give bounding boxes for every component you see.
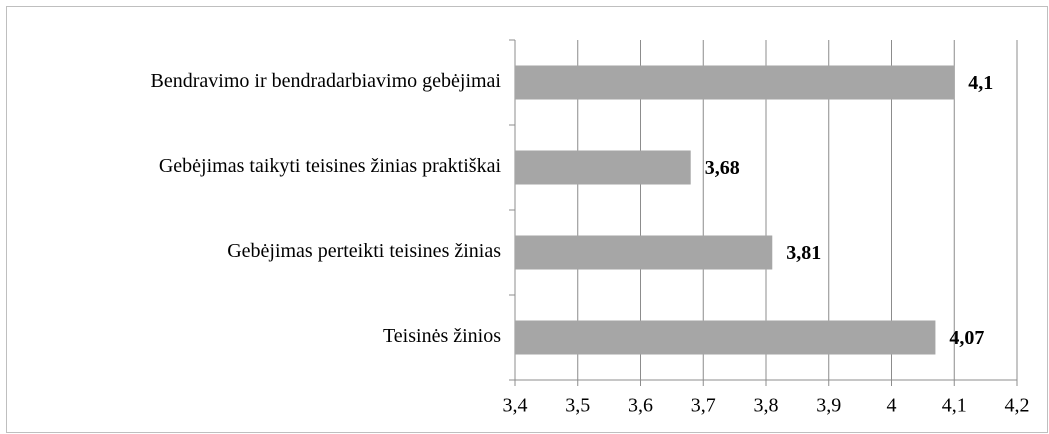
y-tick-label: Gebėjimas taikyti teisines žinias prakti… xyxy=(159,155,502,177)
y-tick-label: Teisinės žinios xyxy=(383,325,501,347)
x-tick-label: 3,7 xyxy=(691,395,716,417)
x-tick-label: 3,5 xyxy=(565,395,590,417)
value-label: 3,81 xyxy=(786,242,821,264)
y-tick-label: Bendravimo ir bendradarbiavimo gebėjimai xyxy=(151,70,502,92)
x-tick-label: 4 xyxy=(887,395,897,417)
bar xyxy=(515,65,955,100)
bar xyxy=(515,150,691,185)
bar xyxy=(515,235,773,270)
x-tick-label: 3,6 xyxy=(628,395,653,417)
x-tick-label: 3,9 xyxy=(816,395,841,417)
bar xyxy=(515,320,936,355)
x-tick-label: 3,8 xyxy=(754,395,779,417)
x-tick-label: 3,4 xyxy=(503,395,528,417)
chart-frame xyxy=(6,6,1048,433)
value-label: 4,07 xyxy=(949,327,984,349)
x-tick-label: 4,2 xyxy=(1005,395,1030,417)
value-label: 3,68 xyxy=(705,157,740,179)
x-tick-label: 4,1 xyxy=(942,395,967,417)
y-tick-label: Gebėjimas perteikti teisines žinias xyxy=(227,240,501,262)
value-label: 4,1 xyxy=(968,72,993,94)
